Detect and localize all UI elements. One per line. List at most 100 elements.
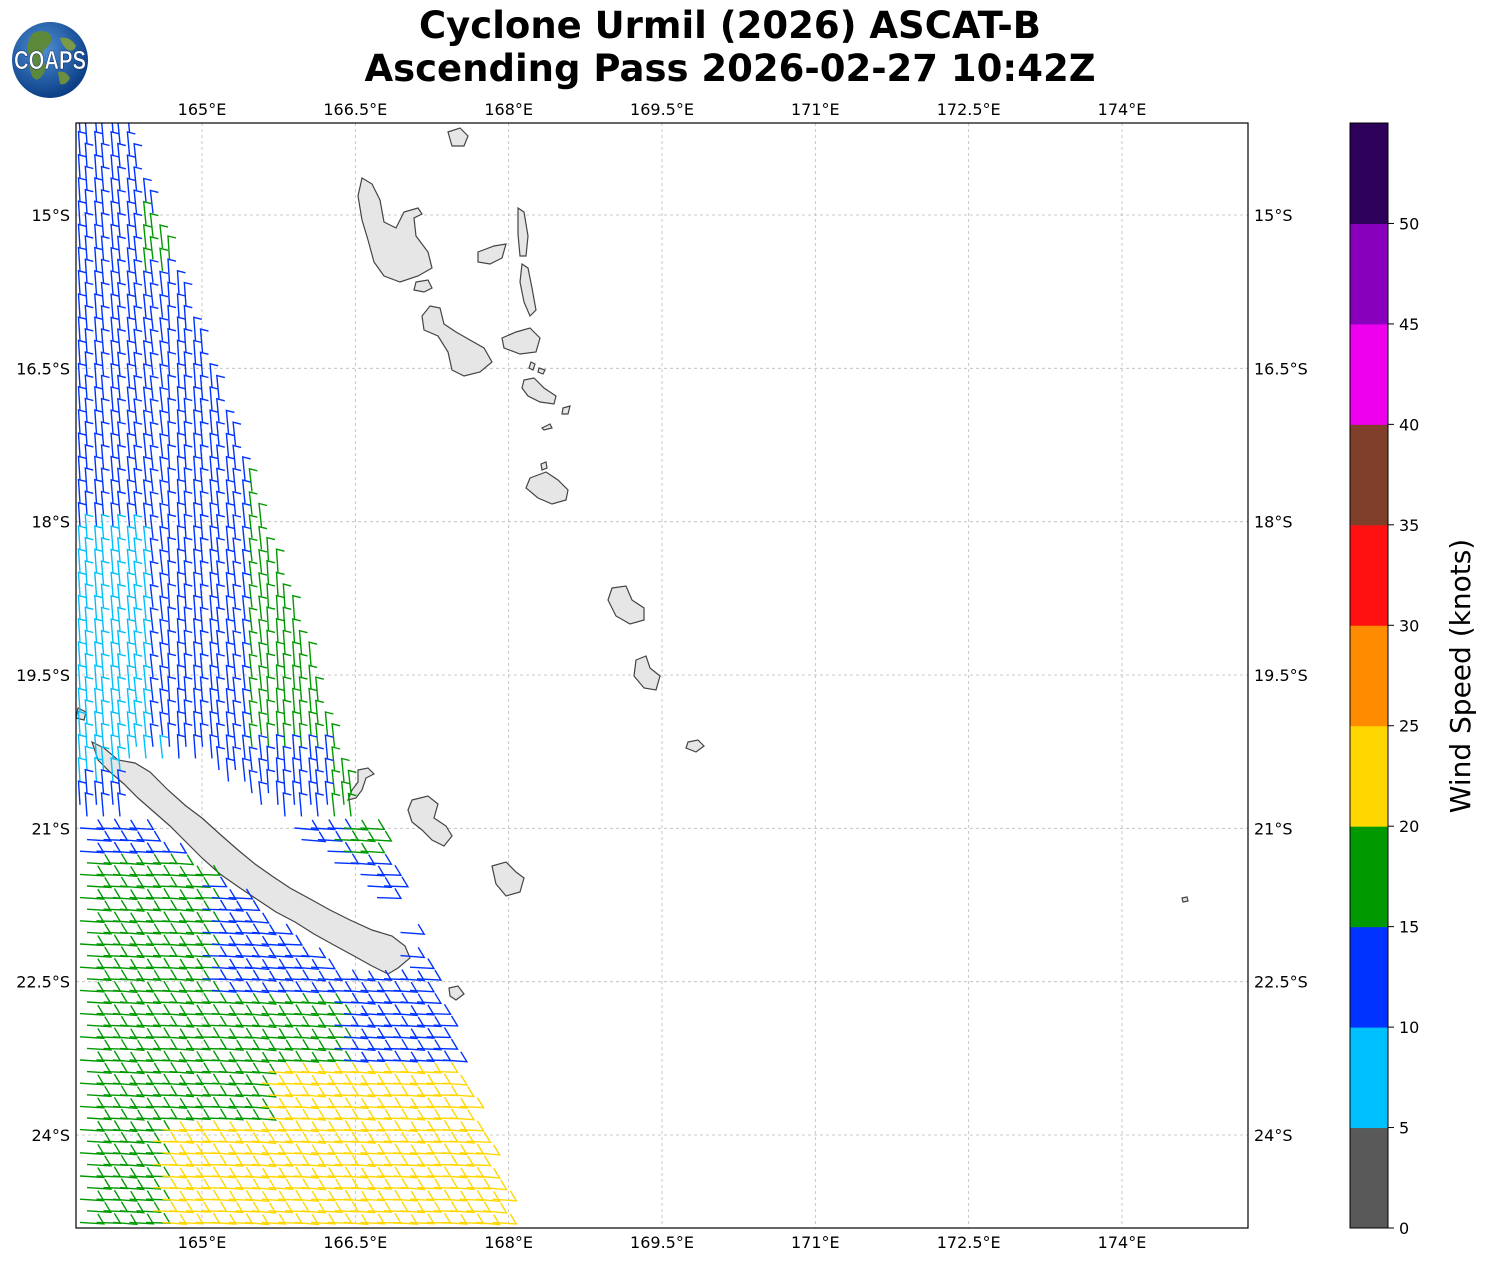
wind-barb xyxy=(100,699,110,724)
wind-barb xyxy=(84,258,94,283)
wind-barb xyxy=(244,1074,270,1087)
wind-barb xyxy=(167,235,177,260)
wind-barb xyxy=(466,1155,492,1167)
wind-barb xyxy=(94,525,103,550)
wind-barb xyxy=(442,1097,469,1109)
wind-barb xyxy=(133,235,143,260)
wind-barb xyxy=(449,1178,476,1191)
wind-barb xyxy=(77,409,87,434)
wind-barb xyxy=(317,1039,344,1051)
wind-barb xyxy=(117,467,126,492)
wind-barb xyxy=(282,606,292,631)
wind-barb xyxy=(350,1086,377,1098)
wind-barb xyxy=(100,212,110,237)
wind-barb xyxy=(442,1074,469,1086)
wind-barb xyxy=(199,490,209,515)
wind-barb xyxy=(449,1109,476,1121)
wind-barb xyxy=(433,1038,459,1050)
wind-barb xyxy=(133,258,143,283)
wind-barb xyxy=(193,594,202,620)
colorbar-tick-label: 20 xyxy=(1399,817,1419,836)
wind-barb xyxy=(266,722,276,747)
wind-barb xyxy=(268,1062,294,1074)
wind-barb xyxy=(183,675,193,701)
wind-barb xyxy=(241,479,251,504)
wind-barb xyxy=(162,1190,188,1202)
wind-barb xyxy=(275,617,285,643)
wind-barb xyxy=(117,653,126,678)
island-aneityum xyxy=(685,739,705,753)
wind-barb xyxy=(282,629,292,655)
lat-tick-label-right: 16.5°S xyxy=(1254,359,1308,378)
wind-barb xyxy=(225,571,235,597)
wind-barb xyxy=(94,478,103,504)
wind-barb xyxy=(133,490,143,515)
wind-barb xyxy=(133,305,143,330)
wind-barb xyxy=(475,1214,501,1226)
wind-barb xyxy=(343,981,370,994)
wind-barb xyxy=(393,1051,419,1063)
wind-barb xyxy=(142,200,152,225)
wind-barb xyxy=(218,1132,245,1144)
lon-tick-label-bottom: 169.5°E xyxy=(630,1233,694,1252)
wind-barb xyxy=(241,641,251,666)
wind-barb xyxy=(169,947,195,959)
colorbar-tick-label: 40 xyxy=(1399,415,1419,434)
wind-barb xyxy=(367,1178,393,1190)
wind-barb xyxy=(77,594,87,620)
wind-barb xyxy=(167,583,177,608)
wind-barb xyxy=(119,1155,146,1168)
wind-barb xyxy=(268,1016,294,1028)
wind-barb xyxy=(301,1179,327,1191)
wind-barb xyxy=(129,842,155,854)
wind-barb xyxy=(100,467,110,492)
wind-barb xyxy=(117,606,126,631)
wind-barb xyxy=(133,514,143,539)
chart-title-line-1: Cyclone Urmil (2026) ASCAT-B xyxy=(419,4,1041,47)
wind-barb xyxy=(251,1063,277,1075)
wind-barb xyxy=(310,1213,337,1225)
wind-barb xyxy=(241,455,251,481)
wind-barb xyxy=(275,641,285,666)
wind-barb xyxy=(268,1202,294,1214)
wind-barb xyxy=(183,559,193,585)
wind-barb xyxy=(301,831,327,843)
wind-barb xyxy=(350,1179,377,1191)
wind-barb xyxy=(176,339,186,365)
wind-barb xyxy=(400,1109,426,1121)
wind-barb xyxy=(117,537,126,562)
wind-barb xyxy=(112,842,139,854)
wind-barb xyxy=(258,618,268,643)
wind-barb xyxy=(100,165,110,191)
wind-barb xyxy=(117,165,126,191)
wind-barb xyxy=(133,166,143,191)
wind-barb xyxy=(162,1074,188,1086)
wind-barb xyxy=(360,1027,386,1039)
wind-barb xyxy=(393,1167,419,1179)
wind-barb xyxy=(211,1028,238,1040)
wind-barb xyxy=(248,491,258,515)
wind-barb xyxy=(142,525,152,550)
wind-barb xyxy=(119,923,146,936)
wind-barb xyxy=(112,1097,139,1110)
wind-barb xyxy=(176,641,186,666)
wind-barb xyxy=(117,513,126,539)
wind-barb xyxy=(77,664,87,689)
wind-barb xyxy=(159,711,169,736)
wind-barb xyxy=(79,1027,106,1040)
wind-barb xyxy=(251,1040,277,1052)
wind-barb xyxy=(193,733,202,759)
wind-barb xyxy=(133,351,143,376)
wind-barb xyxy=(209,594,219,620)
wind-barb xyxy=(244,1051,270,1063)
wind-barb xyxy=(126,432,136,457)
wind-barb xyxy=(350,1016,377,1028)
wind-barb xyxy=(117,351,126,376)
wind-barb xyxy=(193,385,202,411)
wind-barb xyxy=(178,1027,205,1039)
wind-barb xyxy=(409,1213,436,1225)
wind-barb xyxy=(84,443,94,469)
wind-barb xyxy=(136,830,162,842)
wind-barb xyxy=(84,513,94,539)
wind-barb xyxy=(248,746,258,771)
